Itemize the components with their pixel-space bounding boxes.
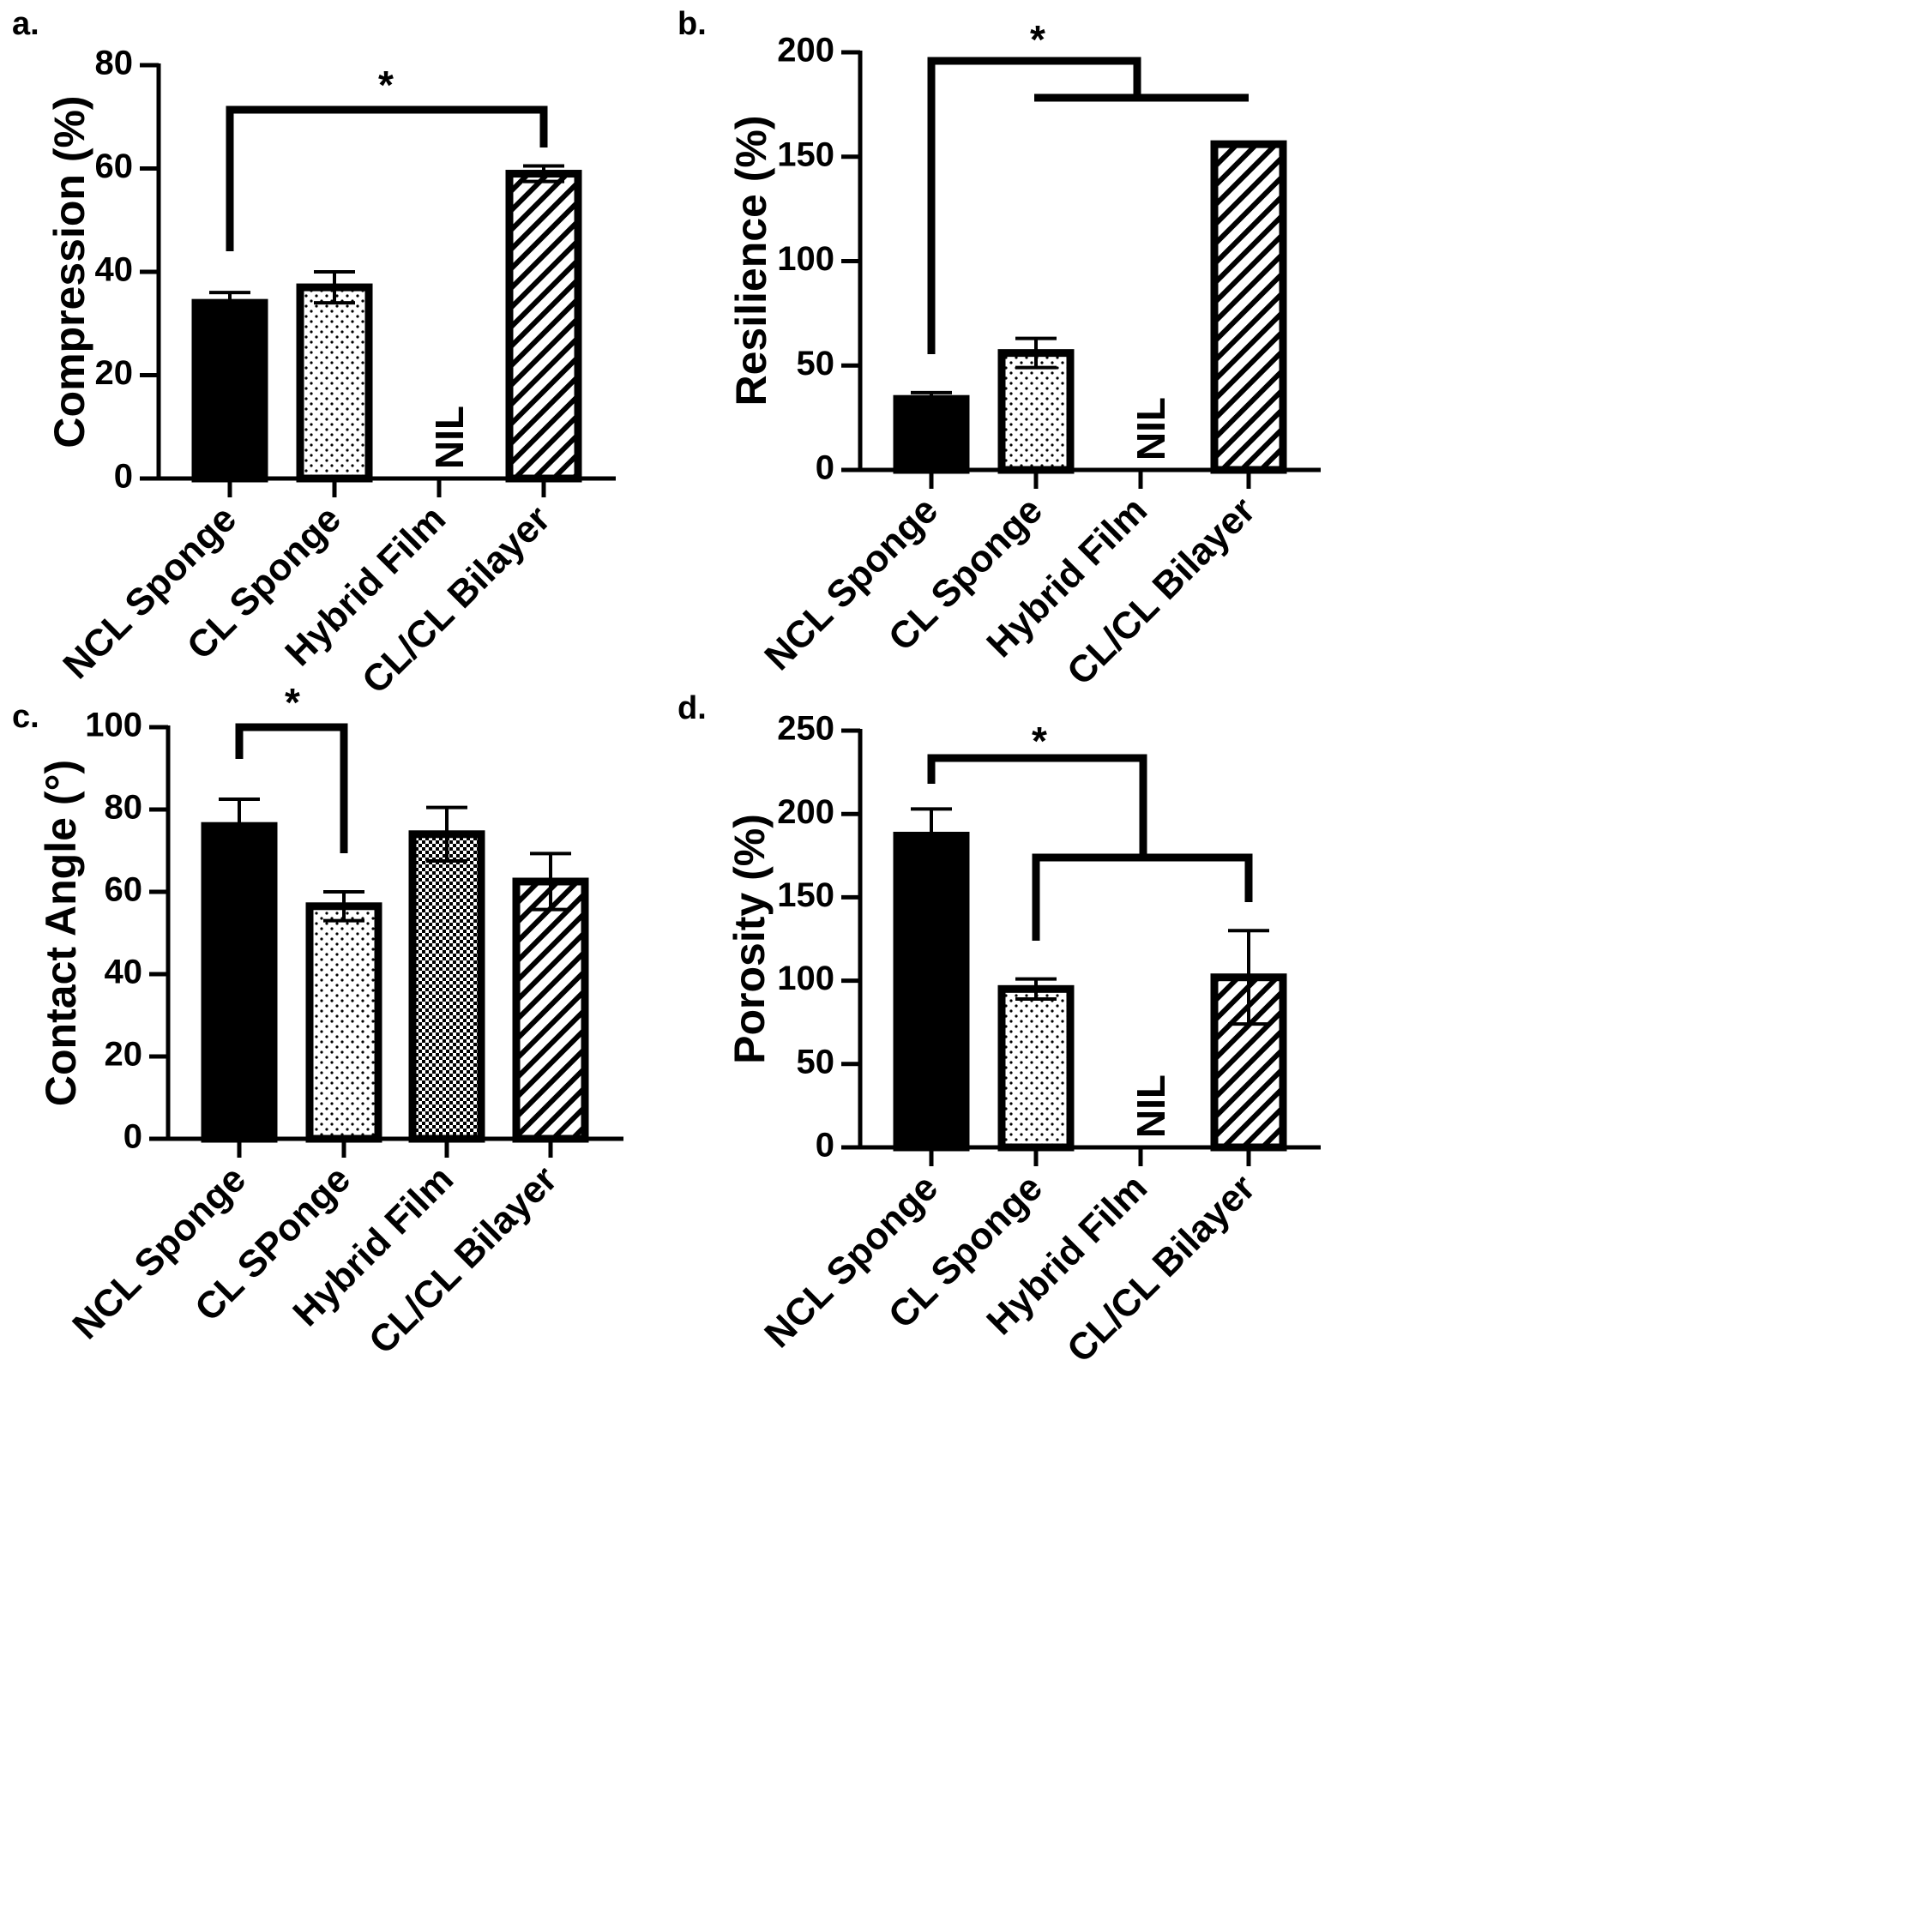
y-tick-label: 0 [123, 1118, 142, 1156]
significance-bracket [235, 723, 348, 853]
significance-bracket [226, 105, 548, 251]
bar [305, 902, 382, 1143]
significance-star: * [1032, 719, 1047, 763]
bar [1210, 140, 1287, 474]
y-tick-label: 50 [797, 345, 835, 382]
y-tick-label: 40 [95, 251, 134, 289]
significance-bracket [927, 57, 1141, 354]
panel-label: d. [677, 690, 707, 726]
y-tick-label: 0 [816, 449, 834, 487]
y-axis-title: Resilience (%) [727, 115, 775, 406]
y-tick-label: 20 [95, 354, 134, 392]
significance-star: * [285, 680, 300, 725]
y-tick-label: 200 [777, 32, 834, 69]
y-axis-title: Compression (%) [45, 95, 93, 448]
nil-label: NIL [1129, 1074, 1173, 1138]
bar [505, 170, 582, 483]
y-tick-label: 60 [105, 871, 143, 909]
panel-label: b. [677, 6, 707, 42]
panel-label: c. [12, 699, 39, 735]
x-category-label: CL/CL Bilayer [1059, 489, 1263, 693]
y-tick-label: 100 [85, 707, 142, 744]
bar [296, 283, 373, 483]
y-tick-label: 150 [777, 135, 834, 173]
y-tick-label: 80 [95, 45, 134, 82]
significance-star: * [1030, 17, 1045, 62]
bar [201, 822, 278, 1143]
x-category-label: CL/CL Bilayer [354, 497, 558, 701]
y-tick-label: 150 [777, 876, 834, 914]
y-tick-label: 80 [105, 789, 143, 827]
panel-label: a. [12, 6, 39, 42]
y-axis-title: Contact Angle (°) [37, 760, 85, 1106]
nil-label: NIL [1129, 397, 1173, 460]
y-tick-label: 250 [777, 710, 834, 748]
y-tick-label: 20 [105, 1036, 143, 1074]
bar [893, 394, 970, 474]
y-axis-title: Porosity (%) [726, 814, 774, 1064]
significance-star: * [378, 63, 394, 107]
y-tick-label: 0 [114, 458, 133, 496]
y-tick-label: 60 [95, 147, 134, 185]
bar [893, 831, 970, 1152]
y-tick-label: 100 [777, 960, 834, 997]
nil-label: NIL [427, 406, 472, 469]
bar [512, 877, 589, 1143]
y-tick-label: 200 [777, 793, 834, 831]
significance-sub-bracket [1032, 853, 1253, 941]
y-tick-label: 100 [777, 240, 834, 278]
y-tick-label: 50 [797, 1043, 835, 1080]
significance-bracket [927, 754, 1147, 858]
bar [997, 984, 1075, 1152]
y-tick-label: 40 [105, 954, 143, 991]
x-category-label: CL/CL Bilayer [1059, 1166, 1263, 1370]
y-tick-label: 0 [816, 1127, 834, 1165]
bar [997, 349, 1075, 474]
x-category-label: CL/CL Bilayer [361, 1158, 565, 1362]
bar [191, 298, 268, 483]
bar [408, 830, 485, 1143]
